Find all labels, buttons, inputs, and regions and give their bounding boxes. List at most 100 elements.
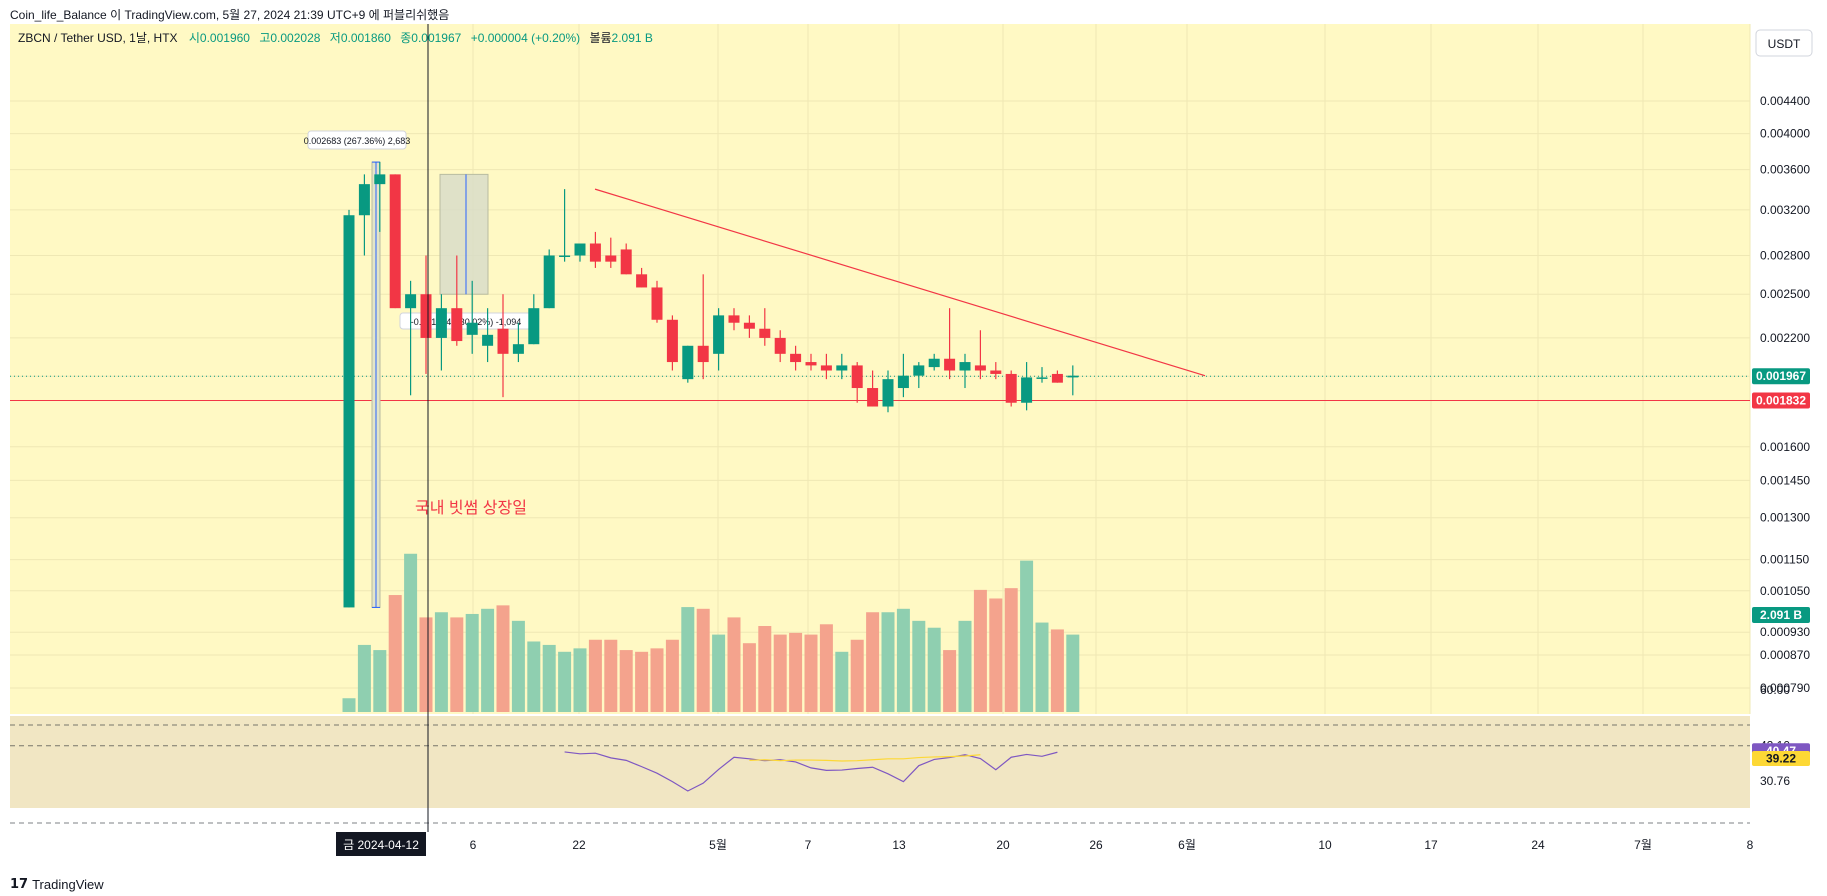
currency-button[interactable]: USDT <box>1755 29 1813 57</box>
candle-body <box>928 358 940 368</box>
volume-bar <box>958 620 972 712</box>
volume-bar <box>681 607 695 712</box>
candle-body <box>728 315 740 323</box>
candle-body <box>358 184 370 216</box>
volume-bar <box>696 608 710 712</box>
candle-body <box>882 379 894 407</box>
x-tick-label: 6월 <box>1178 838 1196 852</box>
volume-bar <box>388 595 402 712</box>
candle-body <box>559 255 571 257</box>
legend-close: 0.001967 <box>411 31 461 45</box>
y-tick-label: 0.003200 <box>1760 203 1810 217</box>
event-annotation: 국내 빗썸 상장일 <box>415 499 527 517</box>
footer-brand: 17 TradingView <box>10 877 104 892</box>
y-tick-label: 0.002500 <box>1760 287 1810 301</box>
candle-body <box>666 319 678 363</box>
legend-open: 0.001960 <box>200 31 250 45</box>
measure-tools: 0.002683 (267.36%) 2,683 -0.001094 (-30.0… <box>304 130 533 608</box>
rsi-tick-30: 30.76 <box>1760 774 1790 788</box>
axes-layer: 0.004400 0.004000 0.003600 0.003200 0.002800… <box>336 94 1810 856</box>
volume-bar <box>573 648 587 712</box>
legend-low: 0.001860 <box>341 31 391 45</box>
legend-high-label: 고 <box>259 31 270 45</box>
candle-body <box>651 287 663 320</box>
tradingview-logo-icon: 17 <box>10 877 29 892</box>
candle-body <box>543 255 555 309</box>
volume-bar <box>558 651 572 712</box>
candle-body <box>605 255 617 262</box>
legend-change: +0.000004 (+0.20%) <box>471 31 580 45</box>
last-price-badge: 0.001967 <box>1756 369 1806 383</box>
candle-body <box>944 358 956 371</box>
volume-bar <box>835 651 849 712</box>
price-chart[interactable]: 0.002683 (267.36%) 2,683 -0.001094 (-30.0… <box>0 22 1827 874</box>
candle-body <box>805 362 817 366</box>
volume-bar <box>511 620 525 712</box>
volume-bar <box>373 650 387 712</box>
price-range-label: 0.002683 (267.36%) 2,683 <box>304 136 411 146</box>
chart-container[interactable]: 0.002683 (267.36%) 2,683 -0.001094 (-30.0… <box>0 22 1827 874</box>
volume-bar <box>1050 629 1064 712</box>
volume-bar <box>1035 622 1049 712</box>
volume-bar <box>465 613 479 712</box>
legend-open-label: 시 <box>189 31 200 45</box>
x-tick-label: 10 <box>1318 838 1332 852</box>
legend-volume-label: 볼륨 <box>589 31 611 45</box>
volume-bar <box>650 648 664 712</box>
candle-body <box>1051 373 1063 383</box>
y-tick-label: 0.004400 <box>1760 94 1810 108</box>
rsi-ma-badge-bg <box>1752 751 1810 766</box>
candle-body <box>636 274 648 288</box>
rsi-tick-60: 60.00 <box>1760 683 1790 697</box>
y-tick-label: 0.002200 <box>1760 331 1810 345</box>
legend-symbol: ZBCN / Tether USD, 1날, HTX <box>18 31 178 45</box>
candle-body <box>867 388 879 407</box>
grid-lines <box>10 24 1751 714</box>
footer-brand-text: TradingView <box>32 877 104 892</box>
y-tick-label: 0.001050 <box>1760 584 1810 598</box>
rsi-ma-badge: 39.22 <box>1766 752 1796 766</box>
candle-body <box>435 308 447 338</box>
trend-layer: 국내 빗썸 상장일 <box>415 24 1206 832</box>
candle-body <box>1067 375 1079 378</box>
y-tick-label: 0.003600 <box>1760 163 1810 177</box>
volume-bar <box>866 612 880 712</box>
legend: ZBCN / Tether USD, 1날, HTX 시0.001960 고 0.… <box>18 31 653 45</box>
volume-bar <box>588 639 602 712</box>
volume-bar <box>742 643 756 712</box>
candle-body <box>497 328 509 354</box>
candle-body <box>974 365 986 371</box>
volume-bar <box>804 634 818 712</box>
volume-bar <box>635 651 649 712</box>
y-tick-label: 0.002800 <box>1760 248 1810 262</box>
y-tick-label: 0.000870 <box>1760 648 1810 662</box>
x-tick-label: 8 <box>1747 838 1754 852</box>
candle-body <box>374 174 386 185</box>
candle-body <box>451 308 463 342</box>
svg-text:ZBCN / Tether USD, 1날, HTX: ZBCN / Tether USD, 1날, HTX 시0.001960 고 0.… <box>18 31 653 45</box>
y-tick-label: 0.004000 <box>1760 127 1810 141</box>
x-tick-label: 6 <box>470 838 477 852</box>
candle-body <box>574 243 586 256</box>
y-tick-label: 0.001600 <box>1760 440 1810 454</box>
volume-bar <box>973 589 987 712</box>
x-tick-label: 7월 <box>1634 838 1652 852</box>
candle-body <box>682 345 694 380</box>
candle-body <box>1005 373 1017 403</box>
volume-bar <box>773 634 787 712</box>
line-price-badge: 0.001832 <box>1756 393 1806 407</box>
price-range-box-2 <box>439 173 489 295</box>
volume-bar <box>943 650 957 712</box>
x-tick-label: 13 <box>892 838 906 852</box>
candle-body <box>790 353 802 363</box>
descending-trendline <box>594 188 1206 377</box>
candle-body <box>851 365 863 389</box>
volume-bar <box>819 624 833 712</box>
candle-body <box>836 365 848 371</box>
volume-bar <box>542 644 556 712</box>
candles-layer <box>343 162 1079 608</box>
x-tick-label: 17 <box>1424 838 1438 852</box>
volume-bar <box>896 608 910 712</box>
volume-bar <box>727 617 741 712</box>
line-price-badge-bg <box>1752 392 1810 409</box>
